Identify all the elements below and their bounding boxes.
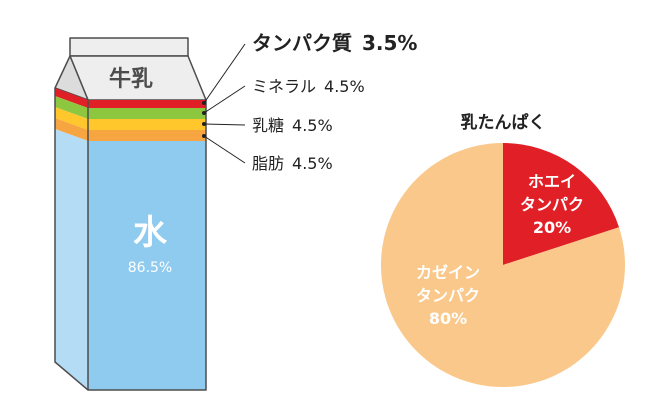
carton-front-layers <box>88 100 206 390</box>
water-value: 86.5% <box>128 260 172 276</box>
carton-outline <box>54 88 207 391</box>
pie-label-0-line-0: ホエイ <box>528 172 576 191</box>
pie-label-1-line-2: 80% <box>429 309 467 328</box>
pie-label-0-line-1: タンパク <box>520 195 584 214</box>
milk-carton <box>54 37 207 391</box>
legend-mineral: ミネラル 4.5% <box>252 77 365 96</box>
front-water-band <box>88 141 206 390</box>
pie-title: 乳たんぱく <box>461 112 546 133</box>
leader-dot-protein <box>202 101 206 105</box>
carton-top-fin <box>69 37 189 57</box>
pie-slice-0 <box>503 143 620 265</box>
side-fat-band <box>55 118 88 141</box>
side-mineral-band <box>55 96 88 119</box>
side-protein-band <box>55 88 88 108</box>
front-lactose-band <box>88 119 206 130</box>
layer-legend: タンパク質 3.5% ミネラル 4.5% 乳糖 4.5% 脂肪 4.5% <box>202 31 417 173</box>
pie-label-0-line-2: 20% <box>533 218 571 237</box>
legend-lactose: 乳糖 4.5% <box>252 116 333 135</box>
side-water-band <box>55 129 88 390</box>
legend-protein: タンパク質 3.5% <box>252 31 417 55</box>
water-label: 水 <box>133 213 168 253</box>
legend-protein-value: 3.5% <box>362 31 417 55</box>
leader-dot-lactose <box>202 122 206 126</box>
leader-lactose <box>203 123 246 126</box>
side-lactose-band <box>55 107 88 130</box>
pie-slice-1 <box>380 143 625 387</box>
leader-protein <box>203 43 246 104</box>
pie-label-1-line-0: カゼイン <box>416 263 480 282</box>
leader-dot-fat <box>202 134 206 138</box>
legend-mineral-label: ミネラル <box>252 77 316 96</box>
legend-lactose-label: 乳糖 <box>252 116 284 135</box>
legend-fat-value: 4.5% <box>292 154 333 173</box>
pie-label-1-line-1: タンパク <box>416 286 480 305</box>
leader-dot-mineral <box>202 111 206 115</box>
legend-protein-label: タンパク質 <box>252 31 352 55</box>
legend-mineral-value: 4.5% <box>324 77 365 96</box>
carton-top-label: 牛乳 <box>109 66 153 92</box>
legend-lactose-value: 4.5% <box>292 116 333 135</box>
front-protein-band <box>88 100 206 108</box>
legend-fat-label: 脂肪 <box>252 154 284 173</box>
leader-mineral <box>203 85 246 114</box>
leader-fat <box>203 135 246 164</box>
legend-fat: 脂肪 4.5% <box>252 154 333 173</box>
front-fat-band <box>88 130 206 141</box>
front-mineral-band <box>88 108 206 119</box>
carton-side-layers <box>55 88 88 390</box>
